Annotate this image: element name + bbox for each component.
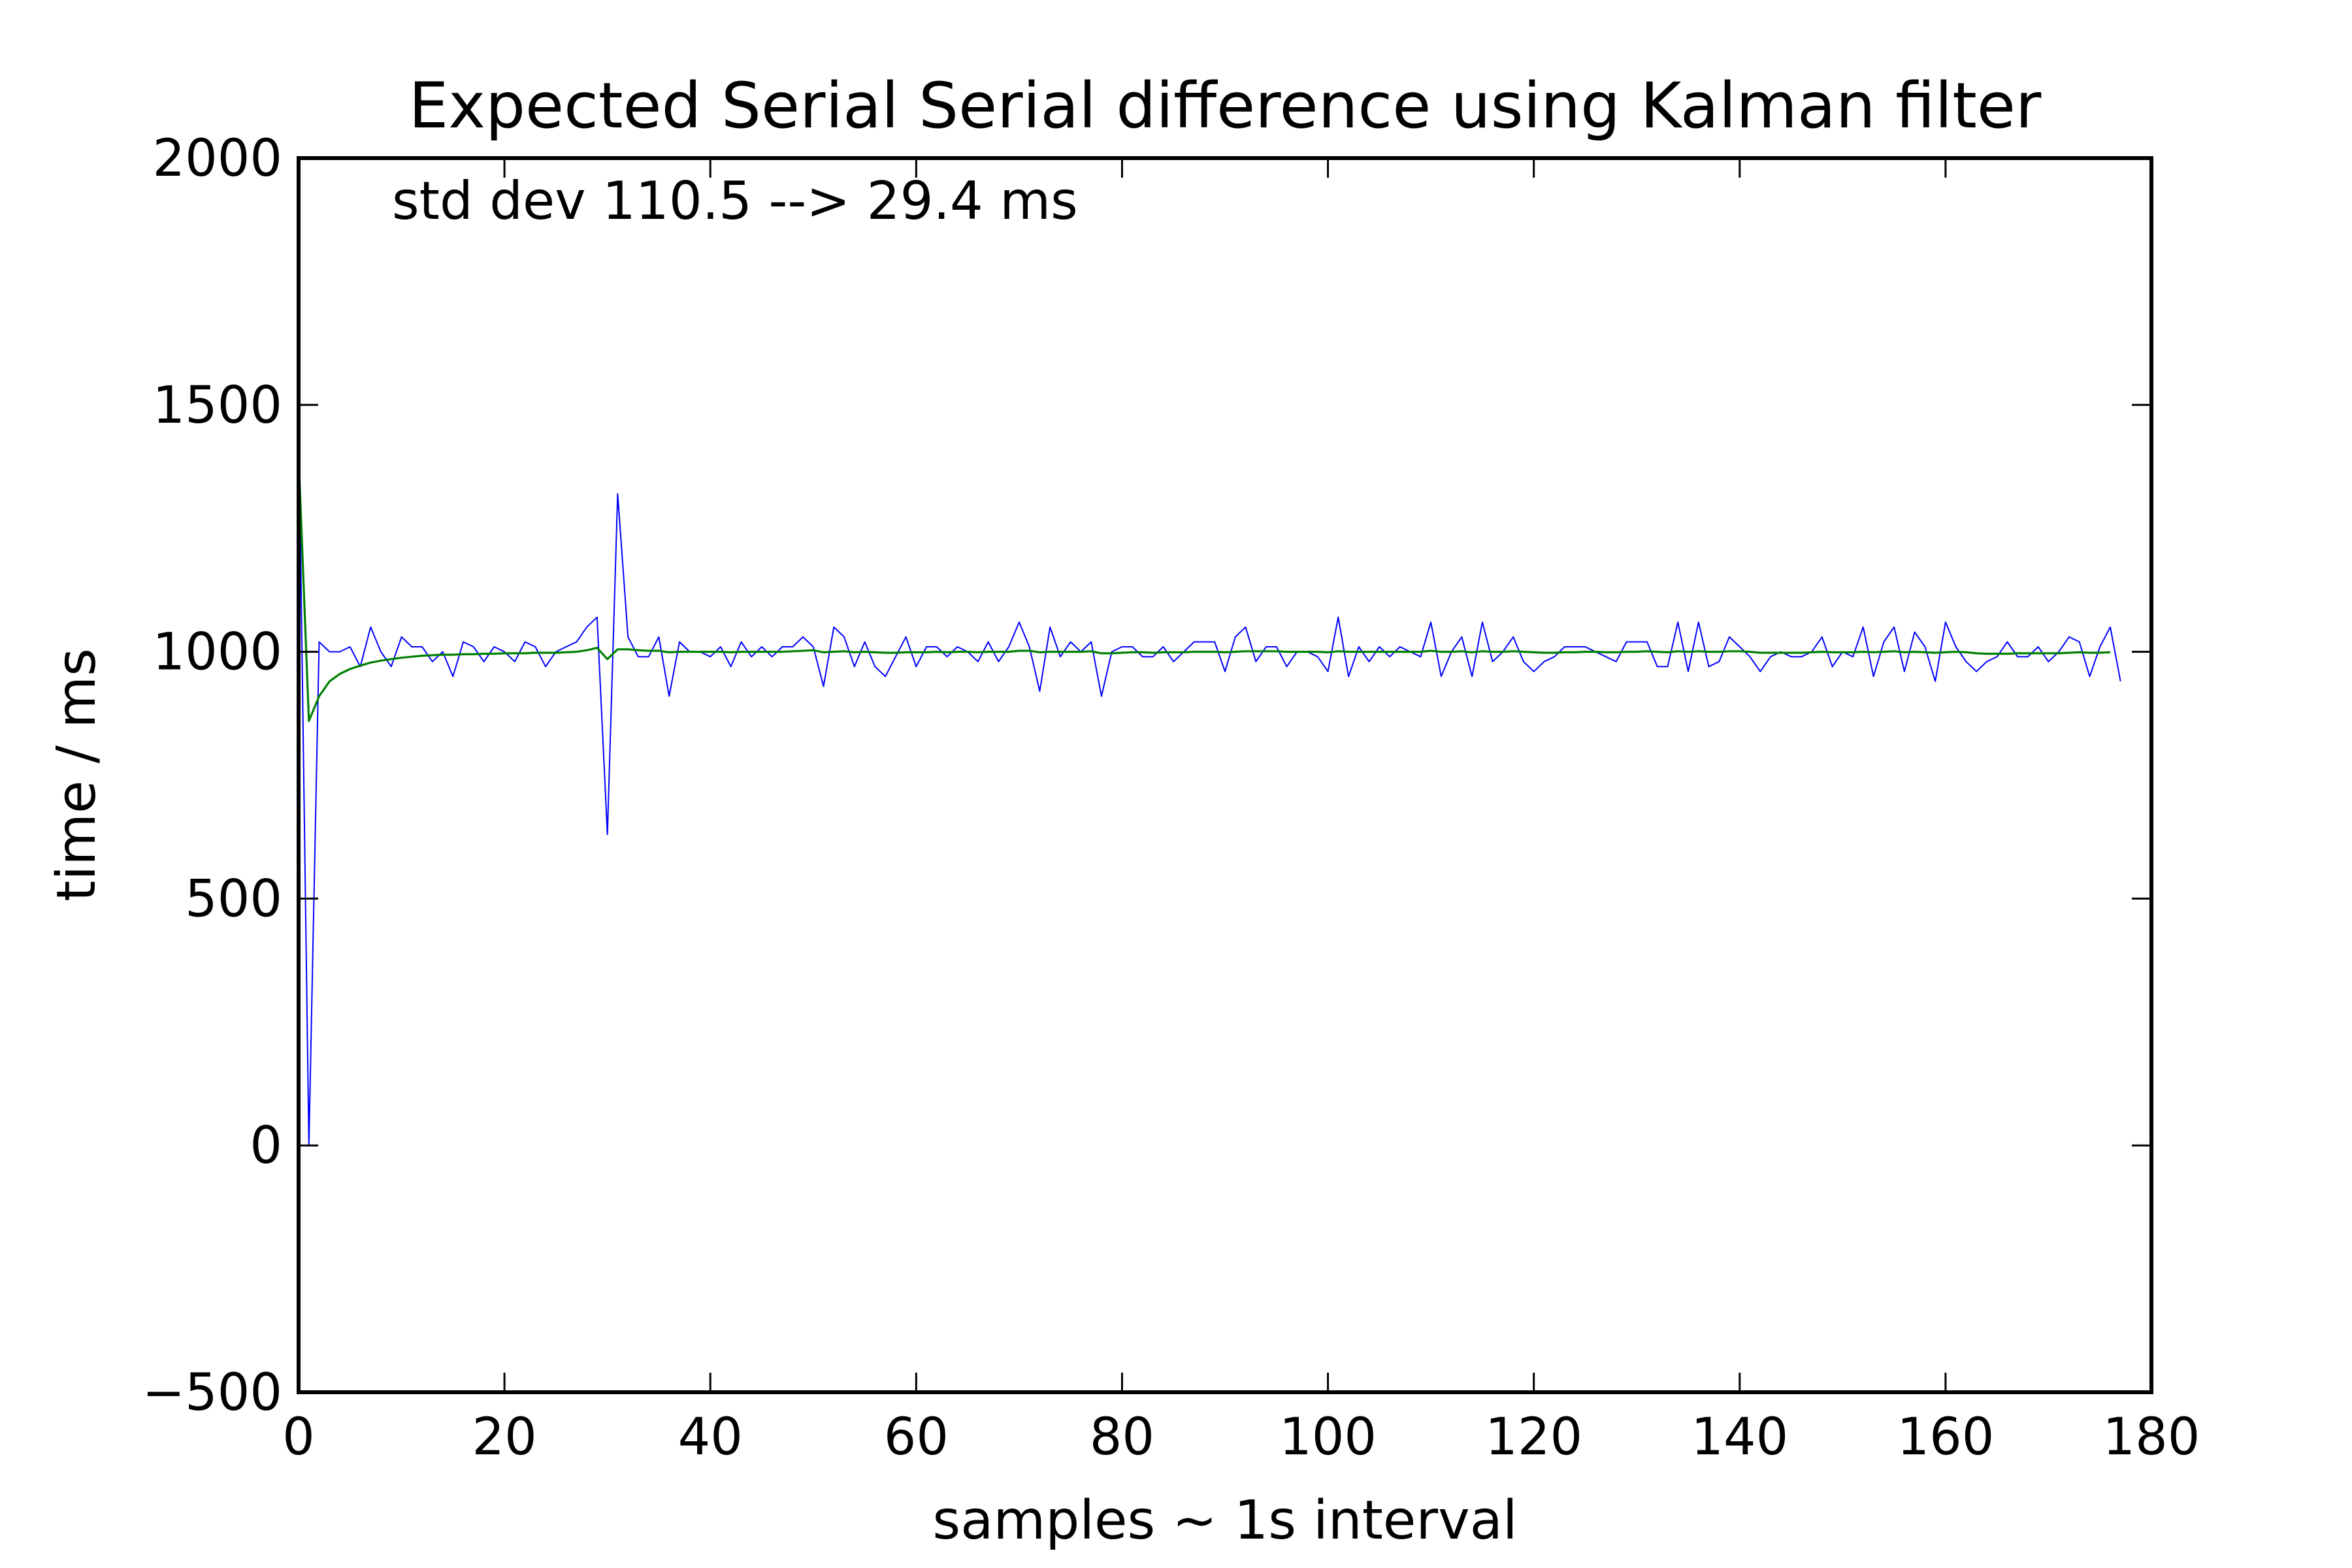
y-tick-label: 0 (250, 1117, 282, 1175)
x-tick-label: 120 (1485, 1408, 1582, 1467)
x-tick-label: 40 (678, 1408, 743, 1467)
y-tick-label: 1500 (152, 376, 282, 435)
y-tick-label: 500 (185, 870, 282, 928)
std-dev-annotation: std dev 110.5 --> 29.4 ms (392, 171, 1078, 231)
x-axis: 0 20 40 60 80 100 120 140 160 180 (282, 158, 2200, 1467)
x-axis-label: samples ~ 1s interval (932, 1490, 1517, 1552)
x-tick-label: 180 (2103, 1408, 2200, 1467)
x-tick-label: 80 (1090, 1408, 1154, 1467)
chart-title: Expected Serial Serial difference using … (409, 69, 2042, 142)
x-tick-label: 60 (884, 1408, 949, 1467)
y-tick-label: 2000 (152, 129, 282, 188)
y-axis: −500 0 500 1000 1500 2000 (142, 129, 2151, 1422)
x-tick-label: 140 (1691, 1408, 1788, 1467)
plot-area (299, 404, 2121, 1147)
x-tick-label: 0 (282, 1408, 315, 1467)
plot-frame (297, 156, 2153, 1394)
series-layer (299, 404, 2121, 1147)
y-axis-label: time / ms (46, 648, 108, 902)
x-tick-label: 100 (1279, 1408, 1377, 1467)
x-tick-label: 160 (1897, 1408, 1994, 1467)
y-tick-label: 1000 (152, 623, 282, 682)
series-line-2 (299, 454, 2111, 723)
series-line-1 (299, 404, 2121, 1147)
x-tick-label: 20 (472, 1408, 536, 1467)
y-tick-label: −500 (142, 1364, 282, 1422)
